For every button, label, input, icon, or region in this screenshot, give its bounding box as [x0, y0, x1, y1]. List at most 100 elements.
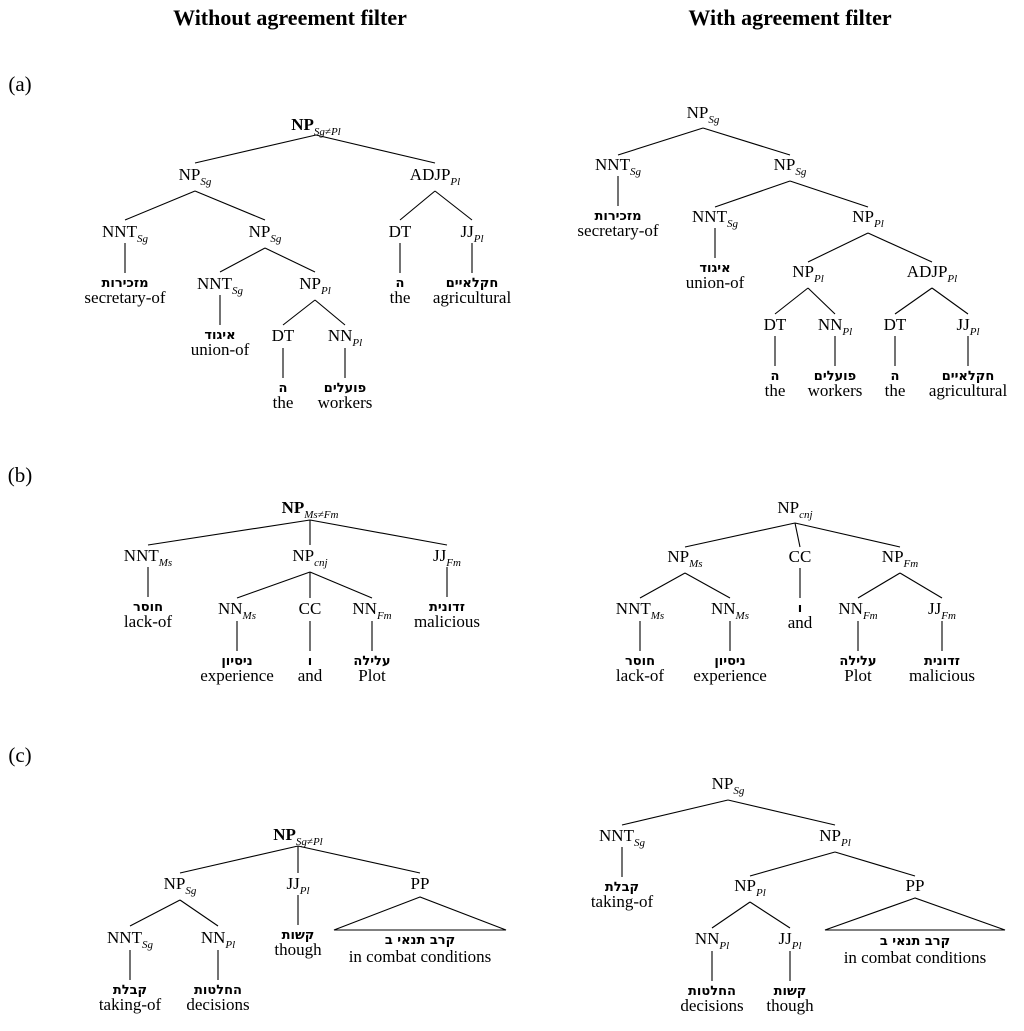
tree-node: NPSg [179, 165, 212, 188]
svg-text:NPSg≠Pl: NPSg≠Pl [291, 115, 340, 138]
node-category: NP [249, 222, 271, 241]
tree-node: NNPl [818, 315, 852, 338]
hebrew-word: קרב תנאי ב [385, 933, 455, 948]
pp-triangle [333, 896, 507, 931]
tree-edge [834, 851, 916, 877]
node-category: NP [852, 207, 874, 226]
svg-text:DT: DT [764, 315, 787, 334]
tree-edge [807, 287, 836, 315]
node-feature: Sg [232, 285, 244, 297]
svg-text:NPMs≠Fm: NPMs≠Fm [282, 498, 339, 521]
node-category: DT [272, 326, 295, 345]
tree-node: DT [884, 315, 907, 334]
english-gloss: Plot [844, 666, 872, 685]
node-category: NP [164, 874, 186, 893]
tree-edge [124, 190, 196, 221]
svg-text:NPPl: NPPl [852, 207, 884, 230]
node-category: JJ [433, 546, 447, 565]
node-category: NP [712, 774, 734, 793]
tree-node: CC [789, 547, 812, 566]
node-feature: Pl [473, 233, 484, 245]
svg-text:NPPl: NPPl [819, 826, 851, 849]
hebrew-word: ו [798, 601, 802, 616]
tree-edge [774, 287, 809, 315]
node-category: NNT [595, 155, 631, 174]
node-feature: Pl [718, 940, 729, 952]
node-category: NP [792, 262, 814, 281]
tree-node: PP [411, 874, 430, 893]
node-feature: Pl [224, 939, 235, 951]
english-gloss: though [274, 940, 322, 959]
tree-node: DT [764, 315, 787, 334]
node-category: NP [282, 498, 305, 517]
svg-text:NPSg: NPSg [712, 774, 745, 797]
tree-edge [714, 180, 791, 208]
node-feature: Pl [840, 837, 851, 849]
svg-text:PP: PP [411, 874, 430, 893]
svg-text:NNTSg: NNTSg [599, 826, 645, 849]
node-category: NN [838, 599, 863, 618]
english-gloss: though [766, 996, 814, 1015]
tree-edge [639, 572, 686, 599]
node-feature: Pl [969, 326, 980, 338]
tree-node: NNFm [352, 599, 391, 622]
panel-label-b: (b) [8, 463, 33, 487]
svg-text:NNPl: NNPl [201, 928, 235, 951]
node-feature: Pl [791, 940, 802, 952]
english-gloss: secretary-of [84, 288, 166, 307]
hebrew-word: ה [279, 381, 288, 396]
node-category: NP [687, 103, 709, 122]
svg-text:NNPl: NNPl [818, 315, 852, 338]
panel-label-c: (c) [8, 743, 31, 767]
english-gloss: lack-of [616, 666, 664, 685]
tree-edge [194, 190, 266, 221]
english-gloss: taking-of [591, 892, 654, 911]
hebrew-word: פועלים [814, 369, 856, 384]
tree-edge [894, 287, 933, 315]
tree-edge [297, 845, 421, 874]
node-feature: Fm [445, 557, 461, 569]
svg-text:DT: DT [272, 326, 295, 345]
tree-edge [194, 134, 317, 164]
node-feature: Sg≠Pl [296, 836, 323, 848]
node-feature: Sg [708, 114, 720, 126]
svg-text:NNPl: NNPl [695, 929, 729, 952]
tree-edge [789, 180, 869, 208]
svg-text:NNTSg: NNTSg [197, 274, 243, 297]
tree-node: NPPl [299, 274, 331, 297]
hebrew-word: קבלת [605, 880, 639, 895]
tree-node: NPPl [792, 262, 824, 285]
svg-text:NPcnj: NPcnj [777, 498, 812, 521]
svg-text:NNTSg: NNTSg [102, 222, 148, 245]
hebrew-word: חקלאיים [942, 369, 995, 384]
svg-text:JJPl: JJPl [460, 222, 483, 245]
tree-node: NNTSg [595, 155, 641, 178]
svg-text:ADJPPl: ADJPPl [410, 165, 460, 188]
svg-text:NNTMs: NNTMs [616, 599, 664, 622]
tree-edge [702, 127, 791, 156]
svg-text:NPFm: NPFm [882, 547, 918, 570]
hebrew-word: קשות [282, 928, 315, 943]
svg-text:NPSg: NPSg [249, 222, 282, 245]
tree-edge [236, 571, 311, 599]
panel-label-a: (a) [8, 72, 31, 96]
svg-text:NNTMs: NNTMs [124, 546, 172, 569]
svg-text:NPSg: NPSg [164, 874, 197, 897]
svg-text:NPcnj: NPcnj [292, 546, 327, 569]
english-gloss: Plot [358, 666, 386, 685]
node-feature: Sg [727, 218, 739, 230]
tree-edge [309, 571, 373, 599]
hebrew-word: החלטות [194, 983, 242, 998]
hebrew-word: פועלים [324, 381, 366, 396]
tree-node: ADJPPl [410, 165, 460, 188]
tree-edge [684, 522, 796, 548]
tree-node: NPSg≠Pl [273, 825, 322, 848]
tree-edge [867, 232, 933, 263]
node-category: NNT [616, 599, 652, 618]
node-category: DT [884, 315, 907, 334]
hebrew-word: קשות [774, 984, 807, 999]
svg-text:JJFm: JJFm [433, 546, 461, 569]
tree-edge [309, 519, 448, 546]
node-category: DT [764, 315, 787, 334]
